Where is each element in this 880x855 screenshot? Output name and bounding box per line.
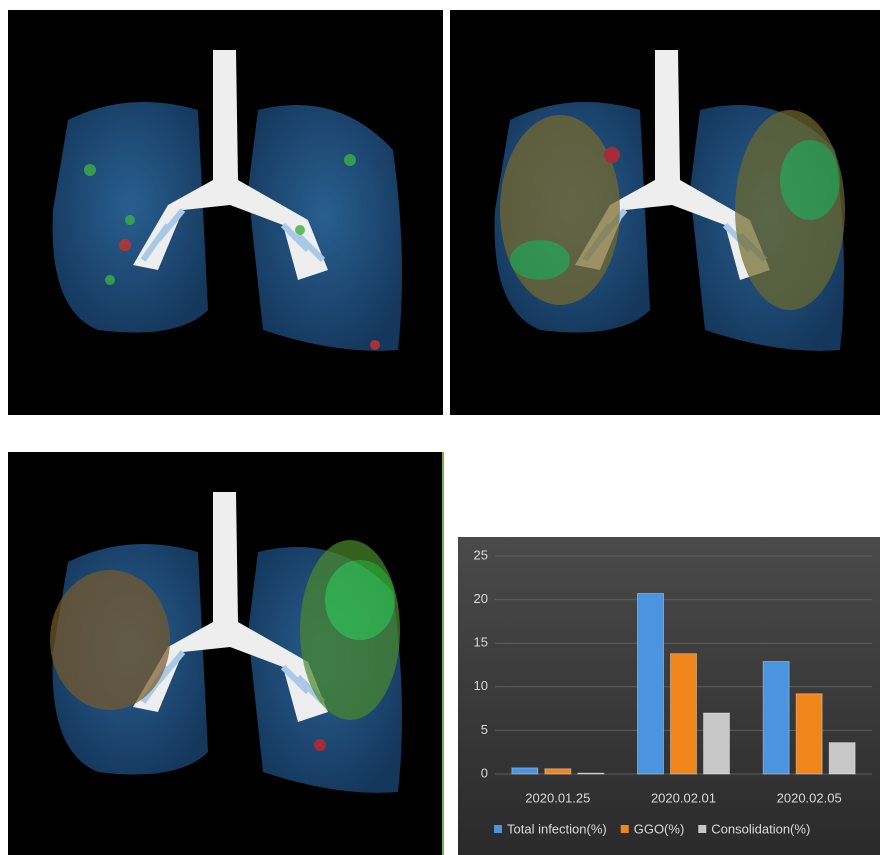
y-tick-label: 0	[481, 765, 488, 780]
legend-label: GGO(%)	[634, 821, 685, 836]
bar-chart: 0 5 10 15 20 25 2020.01.25 2020.02.01 2020.02.05…	[458, 537, 880, 855]
legend-label: Total infection(%)	[507, 821, 607, 836]
bar	[704, 713, 730, 774]
x-tick-label: 2020.02.01	[651, 790, 716, 805]
x-tick-label: 2020.02.05	[777, 790, 842, 805]
bar	[578, 773, 604, 774]
bar	[545, 769, 571, 774]
legend-label: Consolidation(%)	[711, 821, 810, 836]
legend-swatch	[698, 825, 706, 833]
bar	[638, 593, 664, 774]
lung-render-3	[8, 452, 443, 855]
bar	[512, 768, 538, 774]
x-tick-label: 2020.01.25	[525, 790, 590, 805]
y-tick-label: 25	[474, 547, 488, 562]
bar	[671, 654, 697, 774]
y-tick-label: 10	[474, 678, 488, 693]
y-tick-label: 20	[474, 591, 488, 606]
lung-render-2	[450, 10, 880, 415]
legend-swatch	[621, 825, 629, 833]
bar	[763, 662, 789, 774]
bar	[796, 694, 822, 774]
figure: 0 5 10 15 20 25 2020.01.25 2020.02.01 2020.02.05…	[0, 0, 880, 855]
legend-swatch	[494, 825, 502, 833]
y-tick-label: 15	[474, 635, 488, 650]
lung-render-1	[8, 10, 443, 415]
bar	[829, 743, 855, 774]
y-tick-label: 5	[481, 722, 488, 737]
